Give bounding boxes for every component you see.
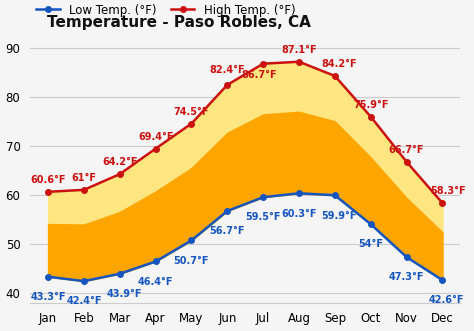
Text: 61°F: 61°F — [72, 173, 96, 183]
Text: 66.7°F: 66.7°F — [389, 145, 424, 155]
Text: 54°F: 54°F — [358, 239, 383, 250]
Text: 74.5°F: 74.5°F — [174, 107, 209, 117]
Text: Temperature - Paso Robles, CA: Temperature - Paso Robles, CA — [47, 15, 311, 30]
Text: 84.2°F: 84.2°F — [321, 59, 357, 69]
Text: 82.4°F: 82.4°F — [210, 65, 245, 75]
Legend: Low Temp. (°F), High Temp. (°F): Low Temp. (°F), High Temp. (°F) — [36, 4, 295, 17]
Text: 86.7°F: 86.7°F — [241, 71, 277, 80]
Text: 42.4°F: 42.4°F — [66, 296, 102, 307]
Text: 43.3°F: 43.3°F — [30, 292, 66, 302]
Text: 64.2°F: 64.2°F — [102, 157, 137, 167]
Text: 46.4°F: 46.4°F — [138, 277, 173, 287]
Text: 58.3°F: 58.3°F — [430, 186, 466, 196]
Text: 43.9°F: 43.9°F — [106, 289, 142, 299]
Text: 59.9°F: 59.9°F — [321, 211, 357, 220]
Text: 87.1°F: 87.1°F — [281, 45, 317, 55]
Text: 42.6°F: 42.6°F — [429, 296, 465, 306]
Text: 47.3°F: 47.3°F — [389, 272, 424, 282]
Text: 60.3°F: 60.3°F — [281, 209, 317, 218]
Text: 50.7°F: 50.7°F — [174, 256, 209, 266]
Text: 60.6°F: 60.6°F — [30, 175, 66, 185]
Text: 69.4°F: 69.4°F — [138, 132, 173, 142]
Text: 56.7°F: 56.7°F — [210, 226, 245, 236]
Text: 75.9°F: 75.9°F — [353, 100, 389, 110]
Text: 59.5°F: 59.5°F — [246, 213, 281, 222]
